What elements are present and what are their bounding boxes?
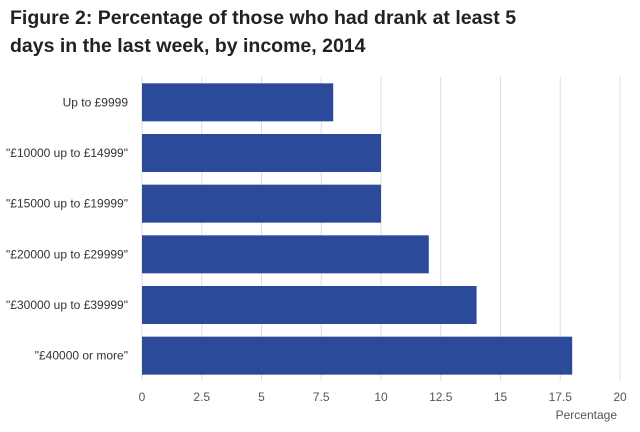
category-label-5: "£40000 or more" [35,349,128,363]
x-tick-label-6: 15 [494,390,508,404]
category-label-1: "£10000 up to £14999" [6,146,128,160]
bar-1 [142,134,381,172]
x-tick-label-7: 17.5 [549,390,573,404]
category-label-3: "£20000 up to £29999" [6,247,128,261]
x-tick-label-3: 7.5 [313,390,330,404]
x-tick-label-2: 5 [258,390,265,404]
bar-5 [142,336,573,375]
bar-4 [142,286,477,324]
bar-3 [142,235,429,274]
grid-lines [141,77,621,381]
x-tick-labels: 0 2.5 5 7.5 10 12.5 15 17.5 20 [139,390,627,404]
chart-title-line-1: Figure 2: Percentage of those who had dr… [10,7,517,29]
x-axis-label: Percentage [556,408,618,422]
x-tick-label-0: 0 [139,390,146,404]
chart-title: Figure 2: Percentage of those who had dr… [10,4,630,60]
category-label-4: "£30000 up to £39999" [6,298,128,312]
category-label-2: "£15000 up to £19999" [6,197,128,211]
chart-title-line-2: days in the last week, by income, 2014 [10,35,366,57]
x-tick-label-4: 10 [374,390,388,404]
x-tick-label-1: 2.5 [193,390,210,404]
x-tick-label-5: 12.5 [429,390,453,404]
category-labels: Up to £9999 "£10000 up to £14999" "£15000 … [6,95,128,362]
bars [142,83,573,375]
bar-0 [142,83,334,122]
bar-2 [142,184,381,223]
category-label-0: Up to £9999 [63,95,129,109]
x-tick-label-8: 20 [613,390,627,404]
